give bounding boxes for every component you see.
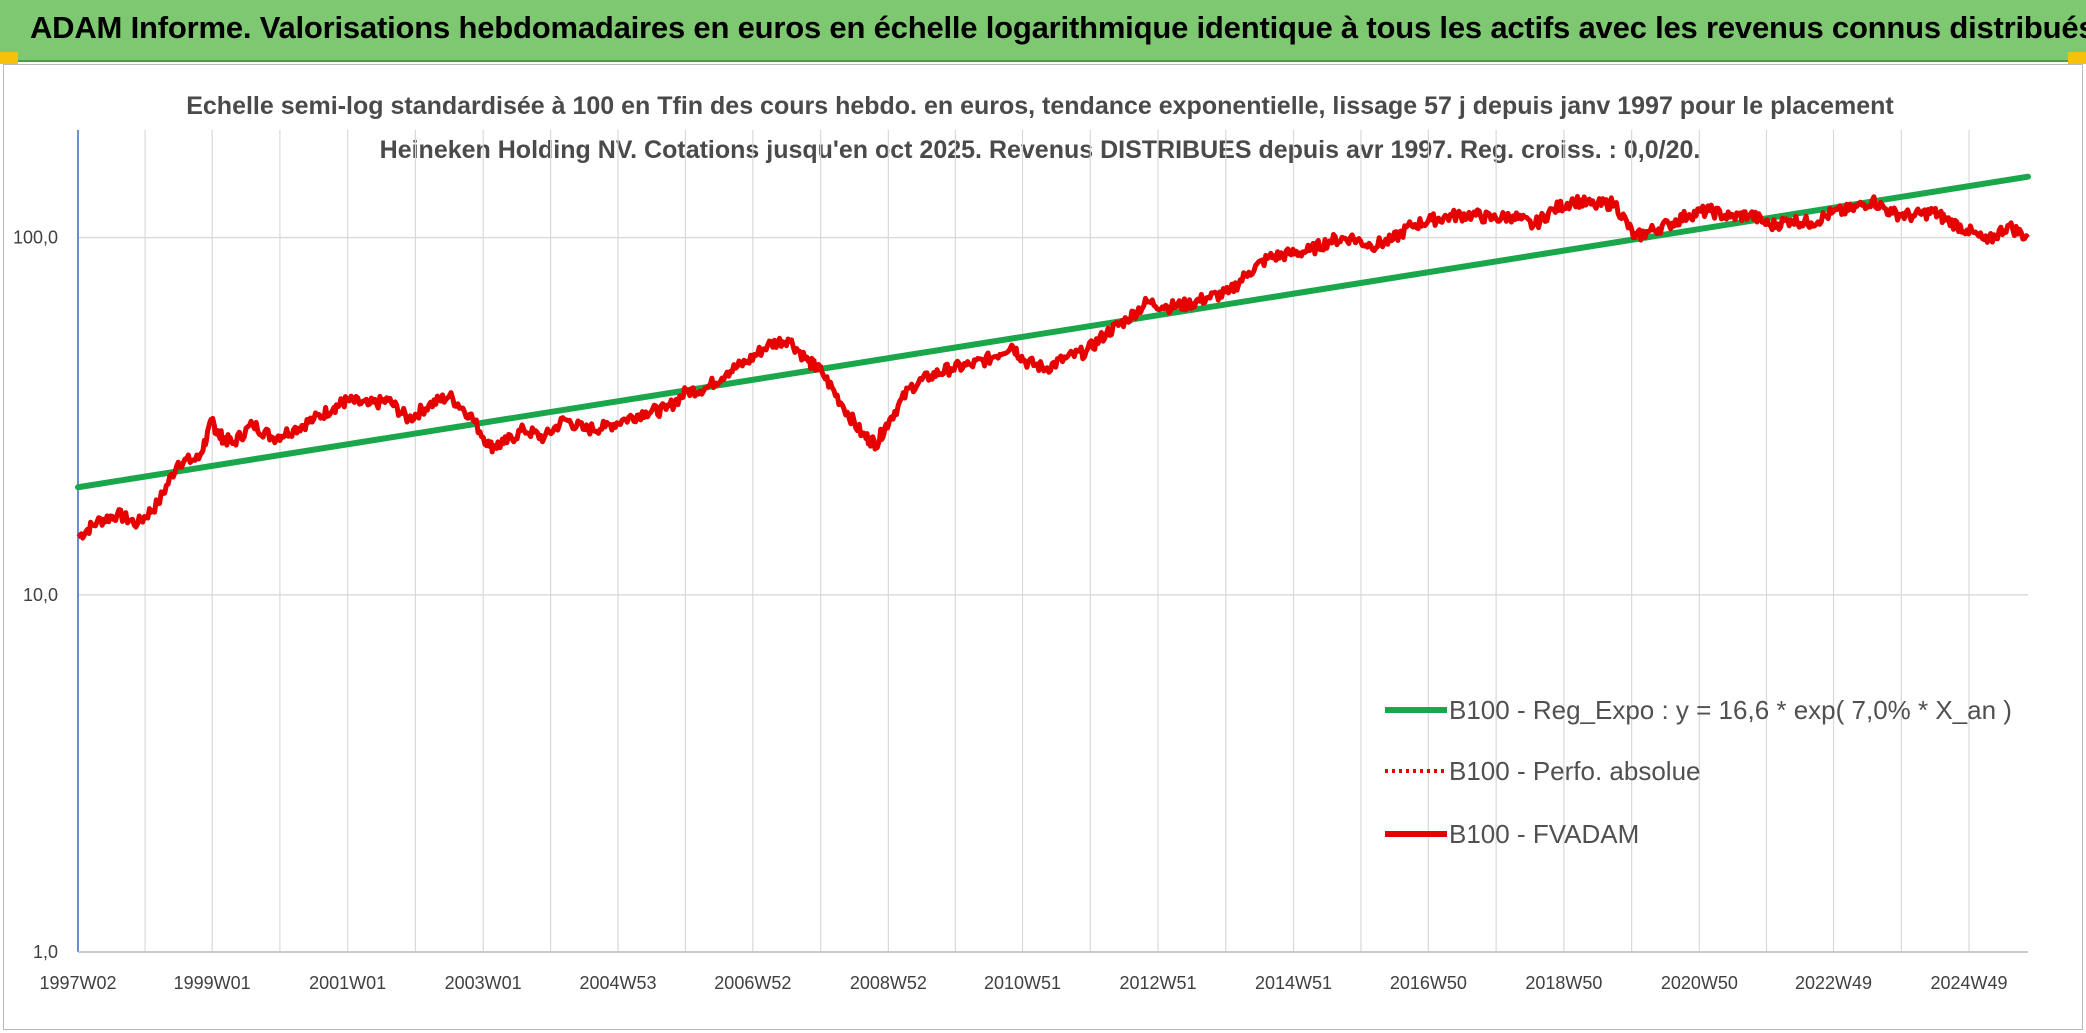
y-tick-label: 10,0 bbox=[23, 585, 58, 605]
x-tick-label: 2004W53 bbox=[579, 973, 656, 993]
corner-marker-right bbox=[2068, 52, 2086, 64]
fvadam-series-line bbox=[76, 194, 2030, 541]
legend-label: B100 - Reg_Expo : y = 16,6 * exp( 7,0% *… bbox=[1449, 695, 2012, 725]
x-tick-label: 2006W52 bbox=[714, 973, 791, 993]
x-tick-label: 2012W51 bbox=[1119, 973, 1196, 993]
legend-label: B100 - Perfo. absolue bbox=[1449, 756, 1701, 786]
x-tick-label: 2010W51 bbox=[984, 973, 1061, 993]
trend-series-line bbox=[75, 173, 2031, 491]
report-title: ADAM Informe. Valorisations hebdomadaire… bbox=[30, 10, 2086, 45]
x-tick-label: 2018W50 bbox=[1525, 973, 1602, 993]
x-tick-label: 2003W01 bbox=[445, 973, 522, 993]
x-tick-label: 2016W50 bbox=[1390, 973, 1467, 993]
chart-frame bbox=[3, 64, 2083, 1030]
x-tick-label: 2020W50 bbox=[1661, 973, 1738, 993]
chart-subtitle: Echelle semi-log standardisée à 100 en T… bbox=[186, 92, 1894, 164]
x-tick-label: 2022W49 bbox=[1795, 973, 1872, 993]
x-tick-label: 2024W49 bbox=[1931, 973, 2008, 993]
report-banner: ADAM Informe. Valorisations hebdomadaire… bbox=[0, 0, 2086, 62]
x-tick-label: 1997W02 bbox=[39, 973, 116, 993]
corner-marker-left bbox=[0, 52, 18, 64]
y-tick-label: 1,0 bbox=[33, 942, 58, 962]
x-tick-label: 2001W01 bbox=[309, 973, 386, 993]
x-tick-label: 2014W51 bbox=[1255, 973, 1332, 993]
y-tick-label: 100,0 bbox=[13, 228, 58, 248]
x-tick-label: 2008W52 bbox=[850, 973, 927, 993]
legend-label: B100 - FVADAM bbox=[1449, 819, 1639, 849]
x-tick-label: 1999W01 bbox=[174, 973, 251, 993]
